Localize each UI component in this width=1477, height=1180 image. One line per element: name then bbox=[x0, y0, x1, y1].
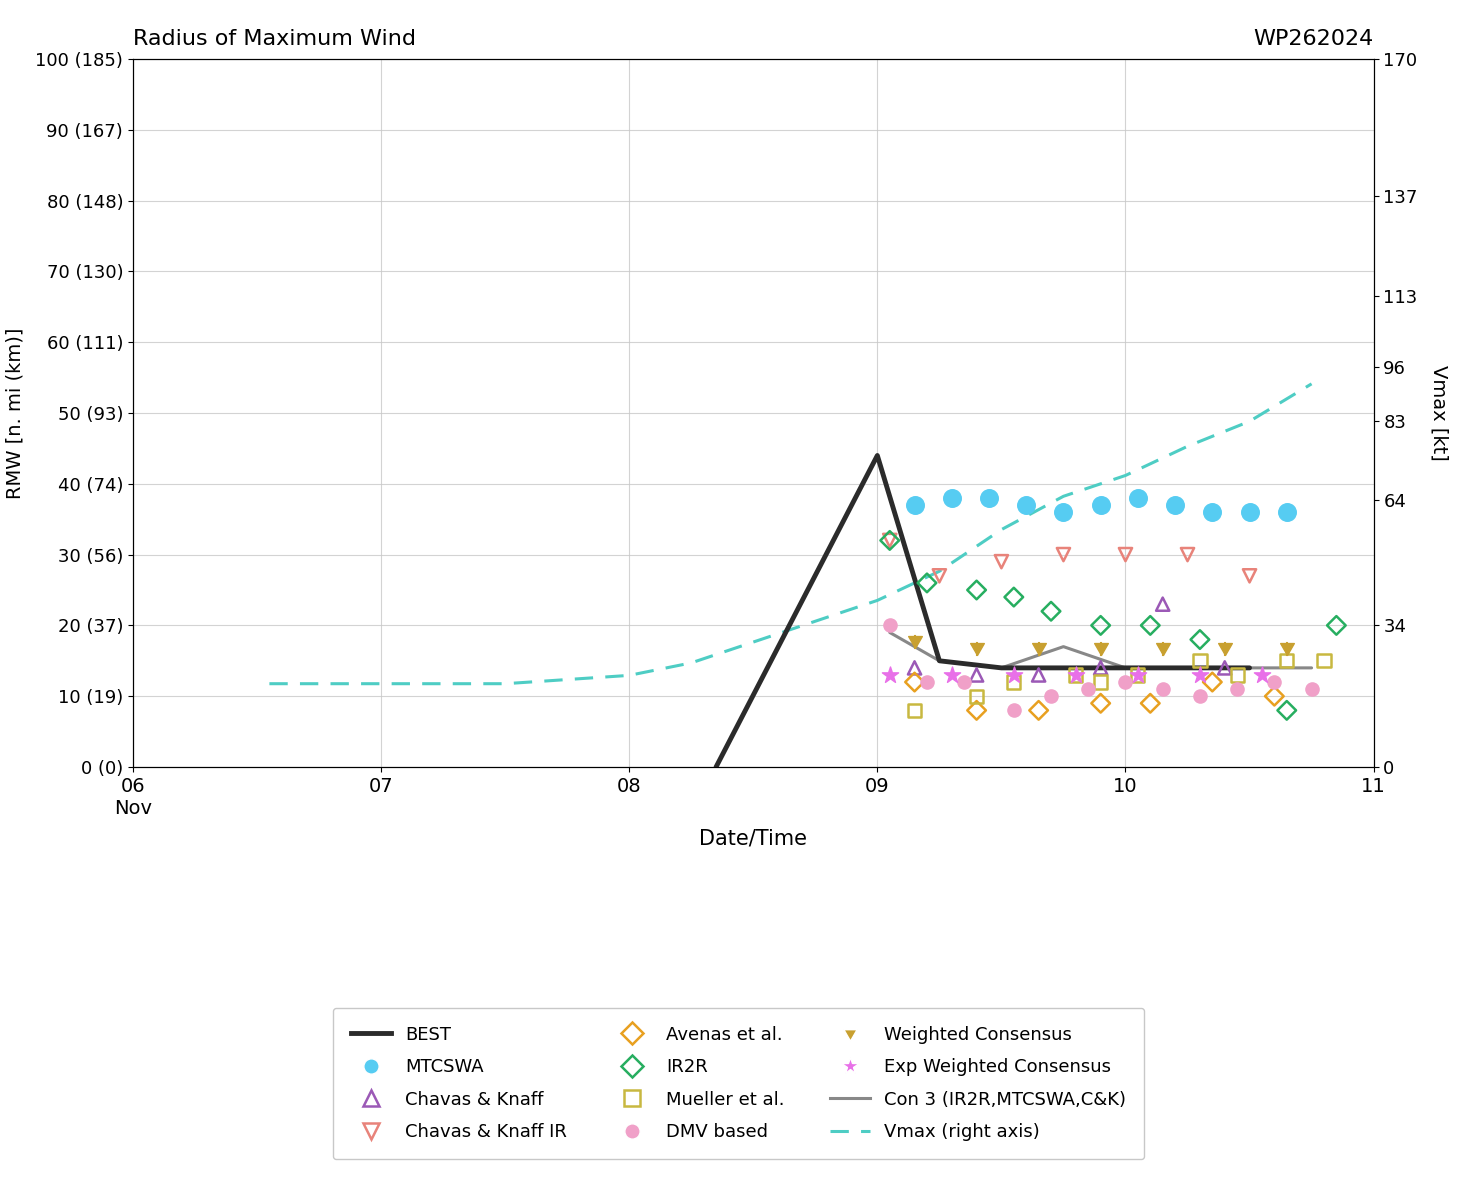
Point bbox=[1325, 616, 1349, 635]
Point bbox=[1089, 637, 1112, 656]
Point bbox=[1125, 666, 1149, 684]
Point bbox=[916, 573, 939, 592]
Point bbox=[902, 496, 926, 514]
Point bbox=[877, 666, 901, 684]
Point bbox=[1139, 616, 1162, 635]
Point bbox=[1201, 503, 1224, 522]
Point bbox=[1188, 666, 1211, 684]
Point bbox=[902, 630, 926, 649]
Point bbox=[1164, 496, 1188, 514]
Point bbox=[877, 616, 901, 635]
Point bbox=[1001, 701, 1025, 720]
Point bbox=[1015, 496, 1038, 514]
Point bbox=[1312, 651, 1335, 670]
Point bbox=[1275, 701, 1298, 720]
Point bbox=[1125, 489, 1149, 507]
Text: WP262024: WP262024 bbox=[1254, 30, 1374, 50]
Point bbox=[1040, 687, 1063, 706]
Point bbox=[1089, 616, 1112, 635]
Point bbox=[1250, 666, 1273, 684]
Point bbox=[990, 552, 1013, 571]
Point bbox=[1275, 637, 1298, 656]
Point bbox=[1188, 651, 1211, 670]
Point bbox=[1089, 658, 1112, 677]
Point bbox=[939, 666, 963, 684]
Point bbox=[877, 531, 901, 550]
Point bbox=[902, 701, 926, 720]
Point bbox=[1139, 694, 1162, 713]
Point bbox=[1188, 687, 1211, 706]
Point bbox=[902, 658, 926, 677]
Point bbox=[1176, 545, 1199, 564]
Point bbox=[1213, 637, 1236, 656]
Point bbox=[964, 581, 988, 599]
Point bbox=[964, 637, 988, 656]
Point bbox=[1151, 680, 1174, 699]
X-axis label: Date/Time: Date/Time bbox=[699, 828, 808, 848]
Point bbox=[1226, 666, 1250, 684]
Point bbox=[1300, 680, 1323, 699]
Point bbox=[978, 489, 1001, 507]
Point bbox=[1089, 694, 1112, 713]
Point bbox=[1052, 503, 1075, 522]
Point bbox=[928, 566, 951, 585]
Point bbox=[916, 673, 939, 691]
Point bbox=[1063, 666, 1087, 684]
Point bbox=[964, 701, 988, 720]
Point bbox=[939, 489, 963, 507]
Point bbox=[1052, 545, 1075, 564]
Point bbox=[1263, 687, 1286, 706]
Point bbox=[1263, 673, 1286, 691]
Point bbox=[1275, 503, 1298, 522]
Point bbox=[1151, 637, 1174, 656]
Point bbox=[1089, 496, 1112, 514]
Point bbox=[1188, 630, 1211, 649]
Point bbox=[902, 673, 926, 691]
Point bbox=[1001, 588, 1025, 607]
Point bbox=[1001, 666, 1025, 684]
Point bbox=[1151, 595, 1174, 614]
Point bbox=[1213, 658, 1236, 677]
Point bbox=[1040, 602, 1063, 621]
Y-axis label: RMW [n. mi (km)]: RMW [n. mi (km)] bbox=[6, 327, 24, 499]
Point bbox=[1238, 503, 1261, 522]
Point bbox=[1001, 673, 1025, 691]
Legend: BEST, MTCSWA, Chavas & Knaff, Chavas & Knaff IR, Avenas et al., IR2R, Mueller et: BEST, MTCSWA, Chavas & Knaff, Chavas & K… bbox=[332, 1008, 1145, 1159]
Point bbox=[953, 673, 976, 691]
Point bbox=[1114, 673, 1137, 691]
Point bbox=[964, 666, 988, 684]
Point bbox=[964, 687, 988, 706]
Text: Radius of Maximum Wind: Radius of Maximum Wind bbox=[133, 30, 417, 50]
Point bbox=[1114, 545, 1137, 564]
Y-axis label: Vmax [kt]: Vmax [kt] bbox=[1430, 365, 1449, 461]
Point bbox=[1027, 666, 1050, 684]
Point bbox=[1201, 673, 1224, 691]
Point bbox=[1027, 701, 1050, 720]
Point bbox=[1226, 680, 1250, 699]
Point bbox=[1275, 651, 1298, 670]
Point bbox=[1027, 637, 1050, 656]
Point bbox=[1063, 666, 1087, 684]
Point bbox=[1238, 566, 1261, 585]
Point bbox=[1077, 680, 1100, 699]
Point bbox=[1125, 666, 1149, 684]
Point bbox=[877, 531, 901, 550]
Point bbox=[1089, 673, 1112, 691]
